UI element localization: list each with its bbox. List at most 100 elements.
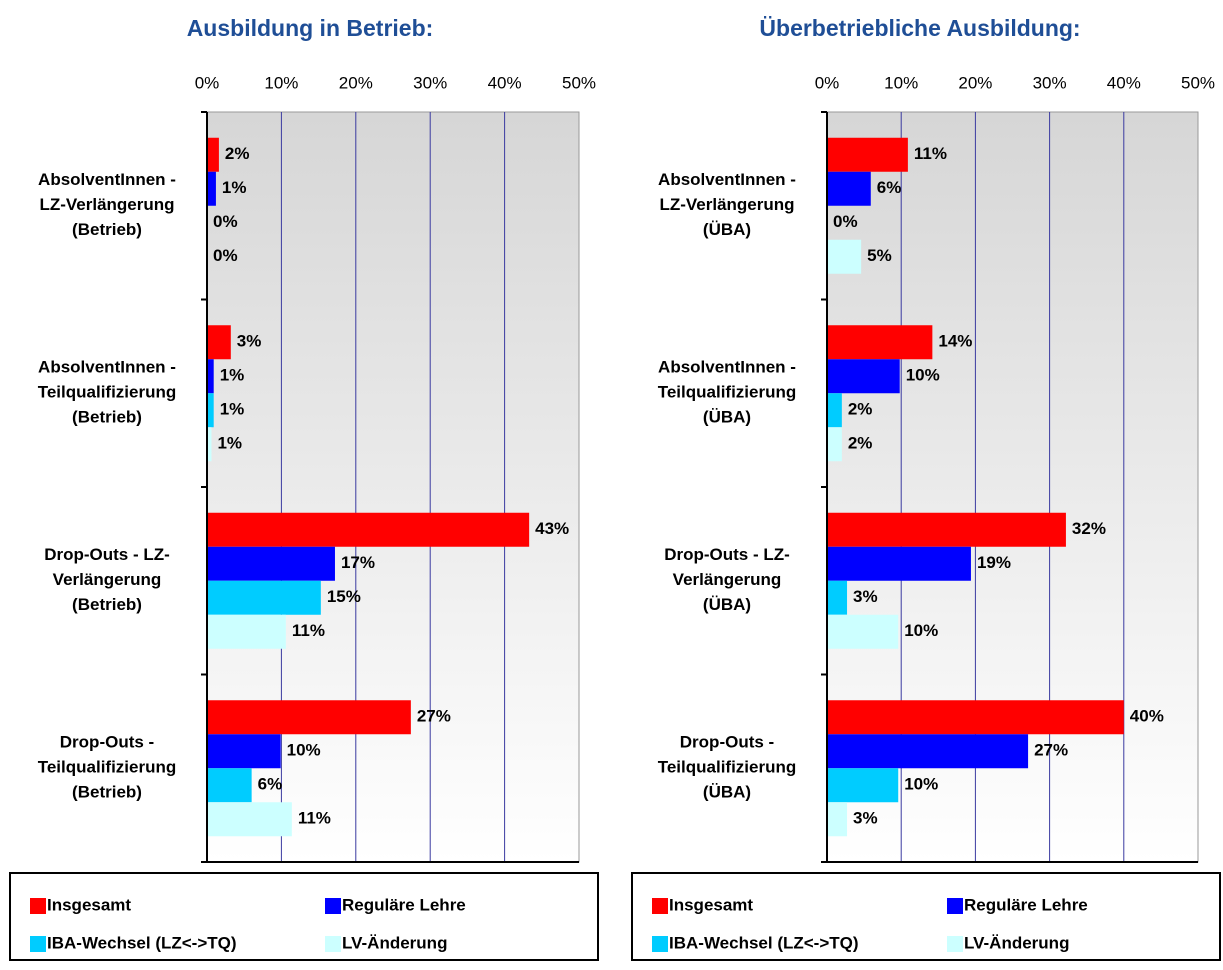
value-label: 3% — [853, 809, 878, 828]
x-tick-label: 10% — [264, 73, 298, 92]
x-tick-label: 20% — [339, 73, 373, 92]
category-label: AbsolventInnen - — [38, 170, 176, 189]
legend-label: IBA-Wechsel (LZ<->TQ) — [47, 933, 237, 952]
bar — [207, 614, 286, 649]
value-label: 3% — [853, 587, 878, 606]
category-label: LZ-Verlängerung — [39, 195, 174, 214]
value-label: 17% — [341, 553, 375, 572]
value-label: 1% — [217, 434, 242, 453]
bar — [207, 137, 219, 172]
legend-label: Insgesamt — [669, 895, 753, 914]
value-label: 2% — [848, 400, 873, 419]
value-label: 6% — [258, 775, 283, 794]
category-label: Verlängerung — [673, 570, 782, 589]
category-label: (Betrieb) — [72, 408, 142, 427]
category-label: (Betrieb) — [72, 783, 142, 802]
bar — [827, 137, 908, 172]
bar — [207, 512, 530, 547]
bar — [207, 393, 214, 428]
legend-label: Reguläre Lehre — [964, 895, 1088, 914]
category-label: (ÜBA) — [703, 220, 751, 239]
legend-label: Insgesamt — [47, 895, 131, 914]
bar — [827, 734, 1029, 769]
category-label: (Betrieb) — [72, 595, 142, 614]
value-label: 27% — [1034, 741, 1068, 760]
legend-swatch — [325, 936, 341, 952]
bar — [827, 427, 842, 462]
category-label: Drop-Outs - — [60, 733, 154, 752]
bar — [827, 614, 899, 649]
bar — [207, 359, 214, 394]
category-label: AbsolventInnen - — [658, 358, 796, 377]
value-label: 19% — [977, 553, 1011, 572]
value-label: 43% — [535, 519, 569, 538]
category-label: Teilqualifizierung — [38, 383, 177, 402]
legend-swatch — [30, 936, 46, 952]
bar — [827, 768, 899, 803]
category-label: AbsolventInnen - — [658, 170, 796, 189]
value-label: 1% — [220, 400, 245, 419]
value-label: 2% — [848, 434, 873, 453]
legend-label: IBA-Wechsel (LZ<->TQ) — [669, 933, 859, 952]
value-label: 0% — [213, 212, 238, 231]
legend-swatch — [325, 898, 341, 914]
bar — [827, 546, 971, 581]
value-label: 1% — [222, 178, 247, 197]
category-label: (ÜBA) — [703, 408, 751, 427]
value-label: 40% — [1130, 707, 1164, 726]
value-label: 15% — [327, 587, 361, 606]
value-label: 6% — [877, 178, 902, 197]
value-label: 11% — [298, 809, 331, 828]
value-label: 0% — [213, 246, 238, 265]
x-tick-label: 0% — [195, 73, 220, 92]
bar — [207, 734, 281, 769]
value-label: 11% — [292, 621, 325, 640]
x-tick-label: 30% — [413, 73, 447, 92]
chart-title: Ausbildung in Betrieb: — [187, 15, 434, 41]
category-label: (Betrieb) — [72, 220, 142, 239]
legend-swatch — [30, 898, 46, 914]
x-tick-label: 50% — [1181, 73, 1215, 92]
value-label: 0% — [833, 212, 858, 231]
value-label: 10% — [287, 741, 321, 760]
bar — [827, 700, 1124, 735]
value-label: 10% — [906, 366, 940, 385]
bar — [827, 802, 848, 837]
value-label: 3% — [237, 332, 262, 351]
x-tick-label: 50% — [562, 73, 596, 92]
category-label: Drop-Outs - LZ- — [664, 545, 790, 564]
category-label: Teilqualifizierung — [38, 758, 177, 777]
legend-swatch — [947, 936, 963, 952]
bar — [827, 580, 848, 615]
value-label: 1% — [220, 366, 245, 385]
legend-box — [9, 872, 599, 961]
category-label: AbsolventInnen - — [38, 358, 176, 377]
legend-swatch — [947, 898, 963, 914]
x-tick-label: 0% — [815, 73, 840, 92]
value-label: 32% — [1072, 519, 1106, 538]
bar — [207, 700, 411, 735]
bar — [207, 802, 292, 837]
bar — [207, 325, 231, 360]
bar — [827, 171, 871, 206]
category-label: (ÜBA) — [703, 595, 751, 614]
legend-label: LV-Änderung — [342, 933, 447, 952]
legend-swatch — [652, 898, 668, 914]
category-label: (ÜBA) — [703, 783, 751, 802]
bar — [207, 580, 321, 615]
bar — [827, 512, 1066, 547]
value-label: 11% — [914, 144, 947, 163]
value-label: 5% — [867, 246, 892, 265]
bar — [827, 325, 933, 360]
chart-title: Überbetriebliche Ausbildung: — [759, 15, 1080, 41]
legend-label: Reguläre Lehre — [342, 895, 466, 914]
category-label: LZ-Verlängerung — [659, 195, 794, 214]
value-label: 14% — [938, 332, 972, 351]
legend-swatch — [652, 936, 668, 952]
category-label: Teilqualifizierung — [658, 758, 797, 777]
category-label: Drop-Outs - LZ- — [44, 545, 170, 564]
bar — [207, 171, 216, 206]
legend-box — [631, 872, 1221, 961]
x-tick-label: 20% — [958, 73, 992, 92]
